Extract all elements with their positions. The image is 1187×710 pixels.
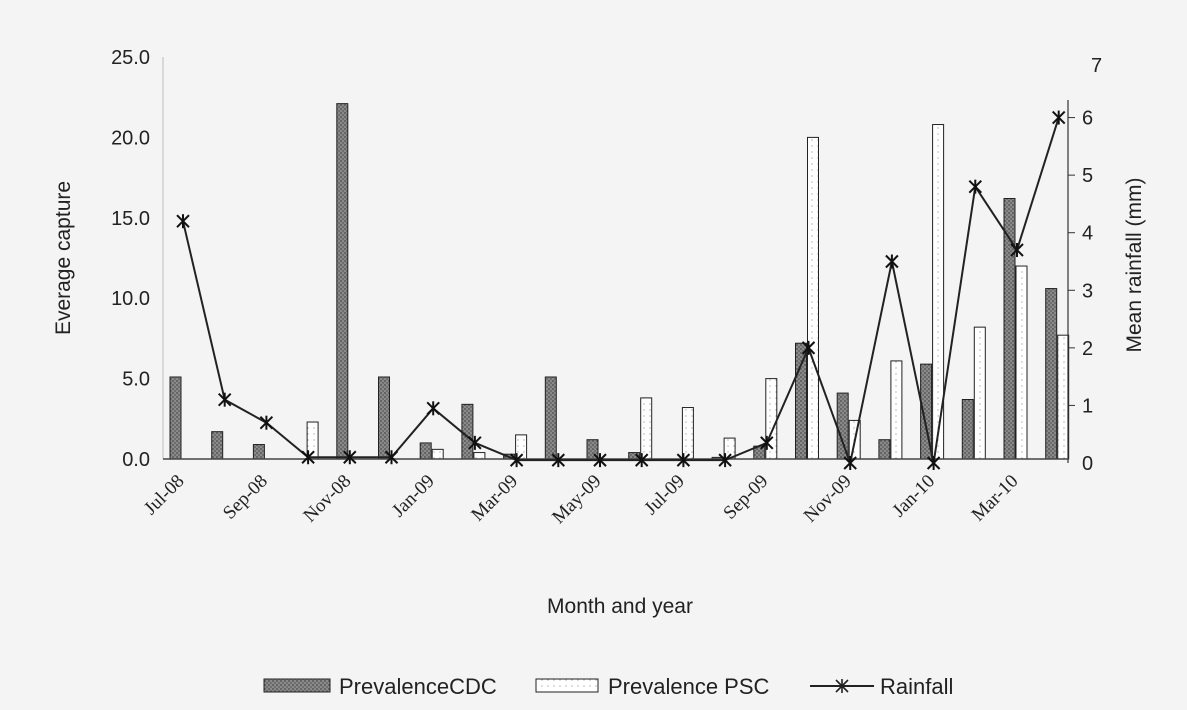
rainfall-marker (551, 453, 566, 468)
legend-marker-rainfall (835, 679, 849, 693)
y-tick-label-left: 15.0 (111, 208, 150, 230)
bar-prevalence-cdc (544, 376, 557, 460)
bar-prevalence-cdc (961, 399, 974, 460)
series-rainfall-line (176, 110, 1066, 470)
y-tick-label-right: 3 (1082, 280, 1093, 302)
bar-prevalence-psc (431, 448, 444, 460)
axes (162, 57, 1069, 463)
bar-prevalence-cdc (378, 376, 390, 460)
x-tick-label: Jul-09 (640, 471, 688, 519)
y-tick-label-right: 7 (1091, 55, 1102, 77)
x-tick-label: Nov-09 (800, 471, 856, 527)
legend-swatch-prevalence-cdc (263, 678, 331, 693)
y-tick-label-right: 2 (1082, 338, 1093, 360)
y-axis-left-ticks: 0.0 5.0 10.0 15.0 20.0 25.0 (111, 47, 150, 471)
x-tick-label: Mar-10 (968, 471, 1023, 526)
rainfall-marker (384, 450, 399, 465)
bar-prevalence-psc (807, 136, 819, 460)
y-tick-label-right: 0 (1082, 453, 1093, 475)
y-tick-label-right: 4 (1082, 223, 1093, 245)
bar-prevalence-cdc (169, 376, 182, 460)
x-axis-ticks: Jul-08 Sep-08 Nov-08 Jan-09 Mar-09 May-09 Jul-… (140, 471, 1022, 528)
legend: PrevalenceCDC Prevalence PSC Rainfall (263, 674, 953, 699)
rainfall-marker (509, 453, 524, 468)
bar-prevalence-psc (473, 452, 486, 460)
x-tick-label: Jan-10 (888, 471, 939, 522)
rainfall-marker (843, 456, 857, 470)
rainfall-marker (760, 435, 774, 450)
rainfall-marker (468, 435, 482, 450)
bar-prevalence-cdc (252, 444, 265, 460)
x-tick-label: Jan-09 (388, 471, 439, 522)
x-tick-label: Sep-08 (219, 471, 272, 524)
rainfall-marker (926, 456, 941, 470)
rainfall-marker (968, 179, 983, 194)
x-axis-title: Month and year (547, 595, 693, 618)
x-tick-label: Sep-09 (719, 471, 772, 524)
rainfall-marker (343, 450, 357, 465)
bar-prevalence-psc (1015, 265, 1028, 460)
bar-prevalence-cdc (419, 442, 432, 460)
rainfall-marker (593, 453, 607, 468)
legend-swatch-prevalence-psc (535, 678, 599, 693)
bar-prevalence-psc (681, 407, 694, 460)
series-prevalence-psc-bars (306, 124, 1070, 460)
legend-label-rainfall: Rainfall (880, 674, 953, 699)
bar-prevalence-cdc (836, 392, 849, 460)
y-tick-label-left: 10.0 (111, 288, 150, 310)
rainfall-marker (176, 214, 190, 229)
legend-label-prevalence-cdc: PrevalenceCDC (339, 674, 497, 699)
bar-prevalence-cdc (336, 103, 349, 460)
x-tick-label: Nov-08 (299, 471, 355, 527)
rainfall-marker (1051, 110, 1066, 125)
bar-prevalence-cdc (878, 439, 891, 460)
bar-prevalence-psc (1057, 334, 1070, 460)
rainfall-marker (301, 450, 315, 465)
y-tick-label-left: 20.0 (111, 127, 150, 149)
y-tick-label-left: 5.0 (122, 369, 150, 391)
rainfall-marker (1010, 242, 1024, 257)
y-axis-left-title: Everage capture (52, 181, 75, 335)
bar-prevalence-psc (890, 360, 903, 460)
y-tick-label-left: 25.0 (111, 47, 150, 69)
x-tick-label: Jul-08 (140, 471, 188, 519)
bar-prevalence-cdc (461, 403, 474, 460)
bar-prevalence-cdc (795, 342, 807, 460)
y-tick-label-right: 6 (1082, 108, 1093, 130)
rainfall-marker (801, 340, 816, 355)
y-tick-label-left: 0.0 (122, 449, 150, 471)
rainfall-marker (885, 254, 899, 269)
rainfall-marker (718, 453, 732, 468)
rainfall-marker (217, 392, 232, 407)
rainfall-marker (634, 453, 649, 468)
y-tick-label-right: 1 (1082, 395, 1093, 417)
bar-prevalence-psc (640, 397, 653, 460)
x-tick-label: Mar-09 (467, 471, 522, 526)
rainfall-marker (259, 415, 274, 430)
bar-prevalence-cdc (1045, 288, 1058, 460)
rainfall-line-path (182, 117, 1060, 467)
bar-prevalence-psc (973, 326, 986, 460)
y-tick-label-right: 5 (1082, 165, 1093, 187)
y-axis-right-title: Mean rainfall (mm) (1123, 177, 1146, 352)
y-axis-right-ticks: 0 1 2 3 4 5 6 7 (1068, 55, 1102, 475)
x-tick-label: May-09 (548, 471, 605, 528)
rainfall-marker (426, 401, 440, 416)
legend-label-prevalence-psc: Prevalence PSC (608, 674, 770, 699)
rainfall-marker (676, 453, 691, 468)
series-prevalence-cdc-bars (169, 103, 1058, 460)
bar-prevalence-cdc (211, 431, 224, 460)
